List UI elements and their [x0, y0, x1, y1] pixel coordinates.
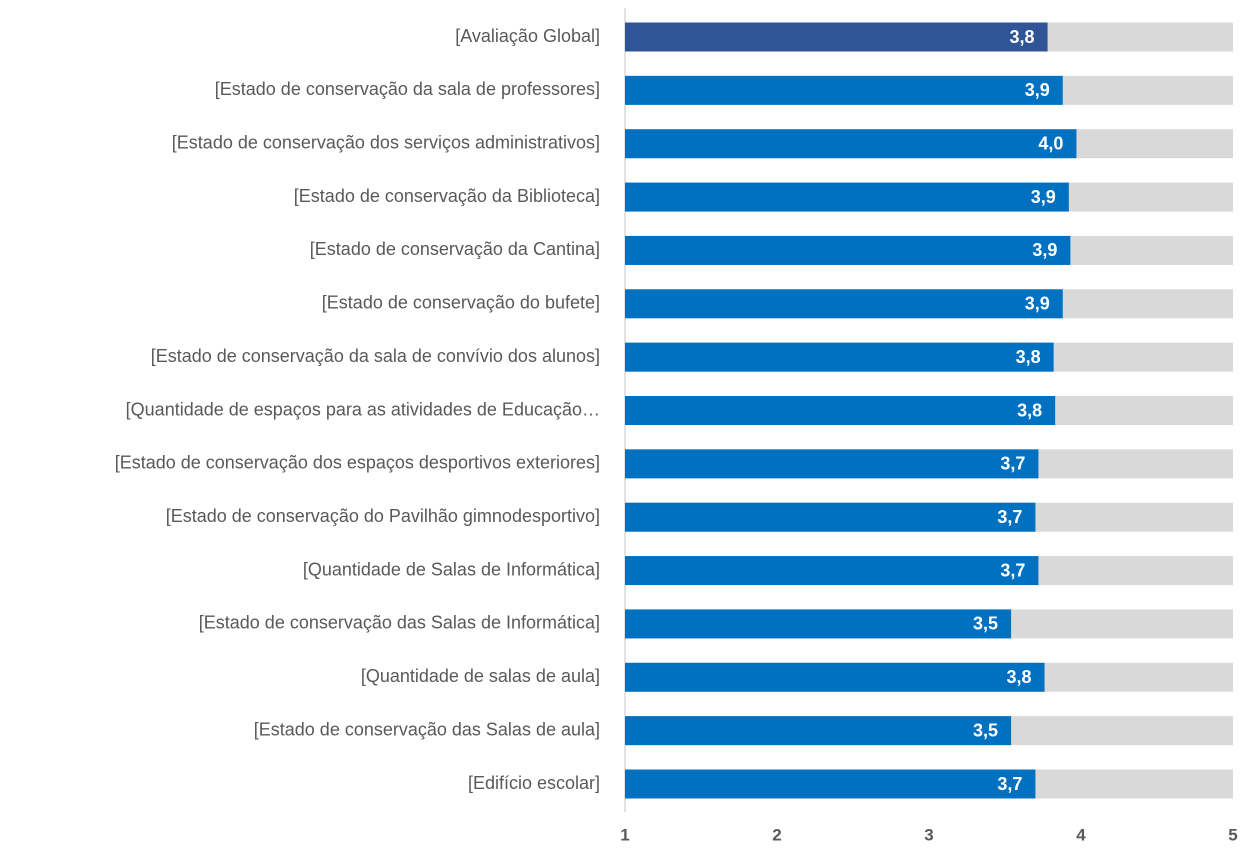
value-label: 3,7 [997, 774, 1022, 794]
category-label: [Estado de conservação do bufete] [322, 293, 600, 313]
x-tick-label: 2 [772, 825, 781, 844]
value-label: 3,8 [1010, 27, 1035, 47]
category-label: [Quantidade de Salas de Informática] [303, 559, 600, 579]
bar [625, 75, 1063, 105]
bar [625, 235, 1071, 265]
value-label: 3,7 [997, 507, 1022, 527]
bar [625, 129, 1077, 159]
category-label: [Estado de conservação do Pavilhão gimno… [166, 506, 600, 526]
category-label: [Quantidade de salas de aula] [361, 666, 600, 686]
category-label: [Estado de conservação da Cantina] [310, 239, 600, 259]
category-label: [Edifício escolar] [468, 773, 600, 793]
category-label: [Quantidade de espaços para as atividade… [126, 399, 600, 419]
x-tick-label: 3 [924, 825, 933, 844]
bar [625, 182, 1069, 212]
value-label: 3,5 [973, 614, 998, 634]
value-label: 3,5 [973, 720, 998, 740]
value-label: 3,8 [1016, 347, 1041, 367]
value-label: 4,0 [1038, 133, 1063, 153]
bar [625, 716, 1012, 746]
x-tick-label: 4 [1076, 825, 1086, 844]
value-label: 3,7 [1000, 454, 1025, 474]
bar [625, 556, 1039, 586]
category-label: [Estado de conservação dos serviços admi… [172, 132, 600, 152]
value-label: 3,9 [1025, 80, 1050, 100]
bar [625, 22, 1048, 52]
bar [625, 609, 1012, 639]
category-label: [Estado de conservação das Salas de aula… [254, 719, 600, 739]
bar [625, 662, 1045, 692]
bar [625, 396, 1056, 425]
bar [625, 769, 1036, 799]
category-label: [Estado de conservação da sala de profes… [215, 79, 600, 99]
bar [625, 342, 1054, 372]
x-tick-label: 5 [1228, 825, 1237, 844]
value-label: 3,9 [1031, 187, 1056, 207]
category-label: [Estado de conservação dos espaços despo… [115, 453, 600, 473]
category-label: [Estado de conservação da Biblioteca] [294, 186, 600, 206]
value-label: 3,9 [1025, 294, 1050, 314]
category-label: [Estado de conservação das Salas de Info… [199, 613, 600, 633]
bar [625, 289, 1063, 319]
bar [625, 502, 1036, 532]
value-label: 3,8 [1006, 667, 1031, 687]
bar [625, 449, 1039, 479]
value-label: 3,9 [1032, 240, 1057, 260]
x-tick-label: 1 [620, 825, 629, 844]
category-label: [Estado de conservação da sala de convív… [151, 346, 600, 366]
category-label: [Avaliação Global] [455, 26, 600, 46]
value-label: 3,7 [1000, 560, 1025, 580]
value-label: 3,8 [1017, 400, 1042, 420]
